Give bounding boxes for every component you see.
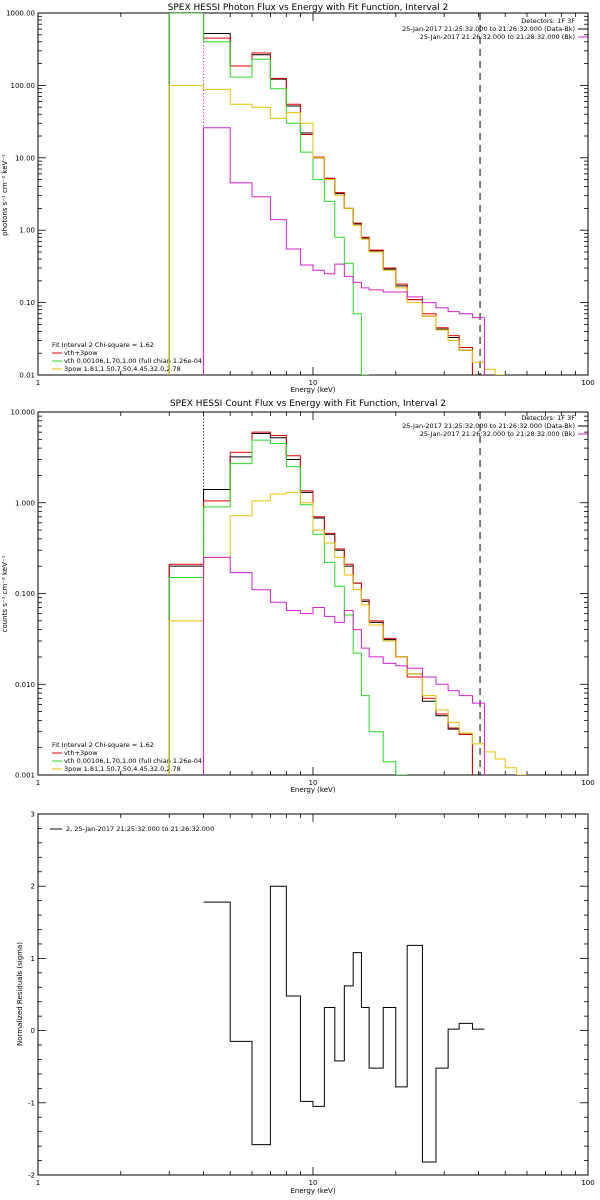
- photon-flux-fit-legend-yellow: 3pow 1.81,1.50,7.50,4.45,32.0,2.78: [64, 365, 181, 373]
- residuals-x-tick-label: 100: [581, 1179, 594, 1187]
- count-flux-fit-legend-green: vth 0.00106,1.70,1.00 (full chian 1.26e-…: [64, 757, 202, 765]
- photon-flux-ylabel: photons s⁻¹ cm⁻² keV⁻¹: [1, 154, 9, 236]
- photon-flux-series-green: [168, 13, 370, 375]
- count-flux-y-tick-label: 10.000: [11, 409, 36, 417]
- residuals-y-tick-label: 0: [31, 1027, 35, 1035]
- count-flux-series-red: [168, 431, 473, 775]
- photon-flux-y-tick-label: 0.10: [19, 299, 35, 307]
- photon-flux-y-tick-label: 0.01: [19, 372, 35, 380]
- photon-flux-x-tick-label: 1: [36, 379, 40, 387]
- count-flux-x-tick-label: 10: [309, 779, 318, 787]
- residuals-y-tick-label: 2: [31, 883, 35, 891]
- photon-flux-y-tick-label: 1.00: [19, 227, 35, 235]
- photon-flux-series-yellow: [168, 84, 506, 375]
- count-flux-x-tick-label: 1: [36, 779, 40, 787]
- photon-flux-fit-legend-green: vth 0.00106,1.70,1.00 (full chian 1.26e-…: [64, 357, 202, 365]
- residuals-ylabel: Normalized Residuals (sigma): [16, 942, 24, 1046]
- count-flux-series-black: [168, 432, 473, 775]
- count-flux-bk-interval: 25-Jan-2017 21:26:32.000 to 21:28:32.000…: [420, 430, 575, 438]
- photon-flux-data-interval: 25-Jan-2017 21:25:32.000 to 21:26:32.000…: [402, 25, 575, 33]
- photon-flux-fit-legend-red: vth+3pow: [64, 349, 98, 357]
- photon-flux-x-tick-label: 10: [309, 379, 318, 387]
- count-flux-data-interval: 25-Jan-2017 21:25:32.000 to 21:26:32.000…: [402, 422, 575, 430]
- count-flux-y-tick-label: 0.100: [15, 590, 35, 598]
- residuals-panel: Energy (keV) Normalized Residuals (sigma…: [16, 811, 595, 1196]
- photon-flux-fit-text: Fit Interval 2 Chi-square = 1.62: [52, 341, 154, 349]
- count-flux-fit-legend-red: vth+3pow: [64, 749, 98, 757]
- residuals-series-black: [203, 885, 485, 1163]
- residuals-y-tick-label: 1: [31, 955, 35, 963]
- count-flux-ylabel: counts s⁻¹ cm⁻² keV⁻¹: [1, 555, 9, 632]
- photon-flux-xlabel: Energy (keV): [290, 386, 335, 394]
- count-flux-y-tick-label: 0.001: [15, 772, 35, 780]
- residuals-x-tick-label: 10: [309, 1179, 318, 1187]
- photon-flux-series-magenta: [203, 127, 485, 375]
- count-flux-xlabel: Energy (keV): [290, 786, 335, 794]
- residuals-y-tick-label: 3: [31, 811, 35, 819]
- count-flux-detectors: Detectors: 1F 3F: [521, 414, 575, 422]
- photon-flux-y-tick-label: 1000.00: [6, 10, 35, 18]
- residuals-y-tick-label: -2: [28, 1172, 35, 1180]
- photon-flux-bk-interval: 25-Jan-2017 21:26:32.000 to 21:28:32.000…: [420, 33, 575, 41]
- photon-flux-x-tick-label: 100: [581, 379, 594, 387]
- residuals-y-tick-label: -1: [28, 1099, 35, 1107]
- photon-flux-y-tick-label: 10.00: [15, 154, 35, 162]
- count-flux-fit-text: Fit Interval 2 Chi-square = 1.62: [52, 741, 154, 749]
- residuals-xlabel: Energy (keV): [290, 1187, 335, 1195]
- count-flux-x-tick-label: 100: [581, 779, 594, 787]
- photon-flux-panel: SPEX HESSI Photon Flux vs Energy with Fi…: [1, 3, 595, 394]
- count-flux-series-magenta: [203, 556, 485, 775]
- residuals-legend-text: 2, 25-Jan-2017 21:25:32.000 to 21:26:32.…: [66, 825, 214, 833]
- count-flux-panel: SPEX HESSI Count Flux vs Energy with Fit…: [1, 399, 595, 794]
- count-flux-title: SPEX HESSI Count Flux vs Energy with Fit…: [170, 399, 446, 409]
- photon-flux-detectors: Detectors: 1F 3F: [521, 17, 575, 25]
- count-flux-y-tick-label: 0.010: [15, 681, 35, 689]
- photon-flux-title: SPEX HESSI Photon Flux vs Energy with Fi…: [168, 3, 449, 13]
- photon-flux-y-tick-label: 100.00: [11, 82, 36, 90]
- count-flux-series-yellow: [168, 491, 527, 775]
- residuals-x-tick-label: 1: [36, 1179, 40, 1187]
- count-flux-y-tick-label: 1.000: [15, 499, 35, 507]
- count-flux-fit-legend-yellow: 3pow 1.81,1.50,7.50,4.45,32.0,2.78: [64, 765, 181, 773]
